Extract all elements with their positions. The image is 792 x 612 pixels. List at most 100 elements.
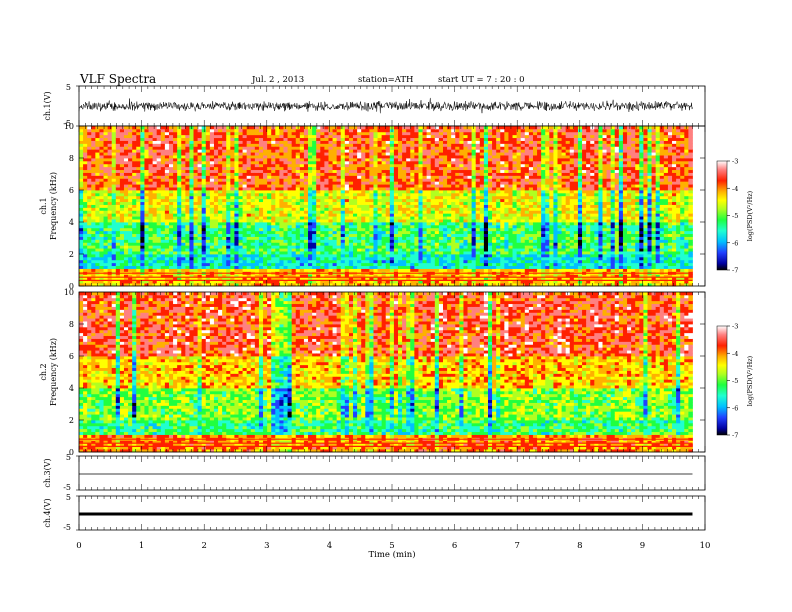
ch1-spectrogram-cell — [173, 277, 178, 281]
ch1-spectrogram-cell — [160, 166, 166, 171]
ch1-spectrogram-cell — [128, 137, 133, 141]
ch1-spectrogram-cell — [434, 137, 440, 141]
ch1-spectrogram-cell — [189, 251, 194, 255]
ch1-spectrogram-cell — [164, 204, 170, 208]
ch1-spectrogram-cell — [152, 131, 158, 136]
ch1-spectrogram-cell — [434, 262, 440, 267]
ch1-spectrogram-cell — [393, 259, 399, 264]
ch1-spectrogram-cell — [234, 190, 239, 194]
ch1-spectrogram-cell — [164, 239, 170, 243]
ch1-spectrogram-cell — [398, 204, 403, 208]
ch1-spectrogram-cell — [205, 131, 211, 136]
ch1-spectrogram-cell — [381, 169, 387, 173]
ch1-spectrogram-cell — [299, 213, 305, 217]
ch1-spectrogram-cell — [173, 248, 178, 252]
ch1-spectrogram-cell — [283, 230, 288, 235]
ch1-spectrogram-cell — [287, 201, 293, 205]
ch1-spectrogram-cell — [246, 128, 252, 133]
ch1-spectrogram-cell — [414, 152, 419, 156]
ch1-spectrogram-cell — [119, 277, 125, 281]
ch1-spectrogram-cell — [308, 184, 313, 188]
ch1-spectrogram-cell — [263, 233, 268, 237]
ch1-spectrogram-cell — [168, 178, 174, 182]
ch1-spectrogram-cell — [291, 126, 297, 130]
ch1-spectrogram-cell — [115, 187, 121, 191]
ch1-spectrogram-cell — [369, 230, 374, 235]
ch1-spectrogram-cell — [132, 190, 137, 194]
ch1-spectrogram-cell — [148, 134, 154, 139]
ch1-spectrogram-cell — [279, 245, 284, 249]
ch1-spectrogram-cell — [271, 126, 276, 130]
ch1-spectrogram-cell — [422, 166, 428, 171]
ch1-spectrogram-cell — [213, 131, 219, 136]
ch1-spectrogram-cell — [410, 172, 415, 176]
ch1-spectrogram-cell — [291, 239, 297, 243]
ch1-spectrogram-cell — [152, 195, 158, 200]
ch1-spectrogram-cell — [189, 207, 194, 211]
ch1-spectrogram-cell — [336, 248, 342, 252]
ch1-spectrogram-cell — [402, 198, 407, 203]
ch1-spectrogram-cell — [234, 155, 239, 159]
ch1-spectrogram-cell — [160, 251, 166, 255]
ch1-spectrogram-cell — [357, 265, 362, 269]
ch1-spectrogram-cell — [258, 201, 264, 205]
ch1-spectrogram-cell — [447, 190, 452, 194]
ch1-spectrogram-cell — [103, 283, 109, 287]
ch1-spectrogram-cell — [218, 280, 223, 284]
ch1-spectrogram-cell — [181, 163, 186, 168]
ch1-spectrogram-cell — [279, 219, 284, 223]
ch1-spectrogram-cell — [222, 254, 227, 258]
ch1-spectrogram-cell — [275, 265, 280, 269]
ch1-spectrogram-cell — [168, 140, 174, 144]
ch1-spectrogram-cell — [316, 242, 321, 246]
ch1-spectrogram-cell — [132, 268, 137, 272]
ch1-spectrogram-cell — [365, 172, 370, 176]
ch1-spectrogram-cell — [303, 187, 309, 191]
ch1-spectrogram-cell — [258, 126, 264, 130]
ch1-spectrogram-cell — [119, 131, 125, 136]
ch1-spectrogram-cell — [389, 149, 395, 153]
ch1-spectrogram-cell — [414, 277, 419, 281]
ch1-spectrogram-cell — [156, 149, 162, 153]
ch1-spectrogram-cell — [205, 198, 211, 203]
ch1-spectrogram-cell — [103, 204, 109, 208]
ch1-spectrogram-cell — [398, 143, 403, 147]
ch1-spectrogram-cell — [348, 187, 354, 191]
ch1-spectrogram-cell — [160, 181, 166, 185]
ch1-spectrogram-cell — [218, 213, 223, 217]
ch1-spectrogram-cell — [303, 195, 309, 200]
ch1-spectrogram-cell — [185, 265, 190, 269]
ch1-spectrogram-cell — [83, 216, 88, 220]
ch1-spectrogram-cell — [340, 184, 346, 188]
ch1-spectrogram-cell — [414, 274, 419, 278]
ch1-spectrogram-cell — [414, 187, 419, 191]
ch1-spectrogram-cell — [218, 222, 223, 226]
ch1-spectrogram-cell — [156, 277, 162, 281]
ch1-spectrogram-cell — [222, 227, 227, 232]
ch1-spectrogram-cell — [144, 259, 149, 264]
ch1-spectrogram-cell — [373, 251, 378, 255]
ch1-spectrogram-cell — [242, 227, 248, 232]
ch1-spectrogram-cell — [213, 134, 219, 139]
ch1-spectrogram-cell — [365, 143, 370, 147]
ch1-spectrogram-cell — [295, 175, 301, 179]
ch1-spectrogram-cell — [148, 213, 154, 217]
ch1-spectrogram-cell — [312, 143, 317, 147]
ch1-spectrogram-cell — [99, 187, 104, 191]
ch1-spectrogram-cell — [353, 204, 358, 208]
ch1-spectrogram-cell — [173, 236, 178, 240]
ch1-spectrogram-cell — [79, 219, 84, 223]
ch1-spectrogram-cell — [312, 152, 317, 156]
ch1-spectrogram-cell — [83, 207, 88, 211]
ch1-spectrogram-cell — [303, 262, 309, 267]
ch1-spectrogram-cell — [91, 242, 96, 246]
ch1-spectrogram-cell — [348, 216, 354, 220]
ch1-spectrogram-cell — [275, 230, 280, 235]
ch1-spectrogram-cell — [332, 190, 338, 194]
ch1-spectrogram-cell — [402, 201, 407, 205]
ch1-spectrogram-cell — [115, 207, 121, 211]
ch1-spectrogram-cell — [406, 137, 411, 141]
ch1-spectrogram-cell — [271, 256, 276, 261]
ch1-spectrogram-cell — [123, 259, 129, 264]
ch1-spectrogram-cell — [123, 248, 129, 252]
